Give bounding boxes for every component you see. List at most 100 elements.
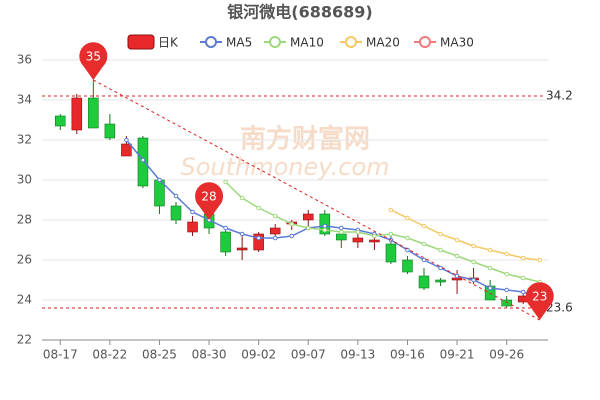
y-tick-label: 36: [17, 53, 32, 67]
pin: [195, 182, 224, 220]
ma-point: [256, 205, 261, 211]
x-tick-label: 09-07: [291, 348, 326, 362]
watermark: 南方财富网: [240, 124, 370, 155]
x-tick-label: 08-22: [92, 348, 127, 362]
pin-label: 35: [86, 50, 101, 64]
ma-point: [537, 257, 543, 263]
pin-label: 23: [532, 290, 547, 304]
legend-label: 日K: [158, 36, 179, 50]
legend-swatch: [345, 36, 357, 48]
candle-body: [55, 115, 66, 127]
ma-point: [223, 225, 228, 231]
candle-body: [170, 205, 182, 221]
x-tick-label: 09-02: [241, 348, 276, 362]
ma-point: [322, 227, 328, 233]
x-tick-label: 09-16: [390, 348, 425, 362]
trend-line: [93, 79, 540, 321]
legend-label: MA20: [366, 36, 400, 50]
candle-body: [253, 233, 264, 251]
candle-body: [435, 279, 446, 283]
ma-point: [421, 223, 427, 229]
ma-point: [504, 287, 509, 293]
x-tick-label: 09-26: [489, 348, 524, 362]
ma-point: [157, 177, 162, 183]
y-tick-label: 22: [17, 333, 32, 347]
ma-point: [421, 257, 427, 263]
ma-point: [355, 229, 361, 235]
ma-point: [223, 179, 228, 185]
candle-body: [71, 97, 83, 131]
x-tick-label: 09-13: [340, 348, 375, 362]
candle-body: [236, 247, 248, 251]
candle-body: [88, 97, 99, 129]
ma-point: [438, 231, 443, 237]
ma-point: [322, 223, 328, 229]
pin: [79, 42, 108, 80]
y-tick-label: 26: [17, 253, 32, 267]
legend-swatch: [419, 36, 431, 48]
ma-point: [305, 225, 311, 231]
x-tick-label: 08-25: [142, 348, 177, 362]
y-tick-label: 28: [17, 213, 32, 227]
ma-point: [272, 213, 278, 219]
candle-body: [104, 123, 116, 139]
candle-body: [352, 237, 364, 243]
ma-point: [140, 157, 146, 163]
ma-point: [471, 243, 476, 249]
ma-point: [339, 225, 344, 231]
ma-point: [405, 247, 410, 253]
ma-point: [388, 207, 394, 213]
candle-body: [121, 143, 132, 157]
ma-point: [487, 265, 493, 271]
ma-point: [504, 271, 509, 277]
legend-swatch: [205, 36, 217, 48]
reference-label: 34.2: [546, 89, 573, 103]
legend-label: MA10: [290, 36, 324, 50]
ma-point: [289, 233, 295, 239]
ma-point: [256, 235, 261, 241]
ma-point: [520, 255, 526, 261]
x-tick-label: 08-17: [43, 348, 78, 362]
ma-point: [124, 137, 129, 143]
ma-point: [487, 285, 493, 291]
ma-point: [272, 235, 278, 241]
ma-point: [388, 231, 394, 237]
ma-line: [390, 209, 540, 261]
ma-point: [454, 237, 460, 243]
ma-point: [173, 193, 179, 199]
ma-point: [405, 235, 410, 241]
candle-body: [418, 275, 430, 289]
ma-point: [438, 265, 443, 271]
ma-point: [239, 195, 245, 201]
ma-point: [520, 275, 526, 281]
chart-title: 银河微电(688689): [227, 3, 372, 22]
ma-point: [372, 233, 377, 239]
ma-point: [454, 253, 460, 259]
watermark: Southmoney.com: [180, 153, 389, 181]
candle-body: [336, 233, 347, 241]
ma-point: [471, 259, 476, 265]
y-tick-label: 34: [17, 93, 32, 107]
x-tick-label: 08-30: [192, 348, 227, 362]
y-tick-label: 24: [17, 293, 32, 307]
ma-point: [438, 247, 443, 253]
candle-body: [187, 221, 198, 233]
ma-point: [405, 215, 410, 221]
legend-swatch: [127, 34, 155, 50]
pin-label: 28: [201, 190, 216, 204]
legend-swatch: [269, 36, 281, 48]
ma-point: [504, 251, 509, 257]
candle-body: [269, 227, 281, 235]
y-tick-label: 30: [17, 173, 32, 187]
ma-point: [190, 209, 195, 215]
ma-point: [289, 221, 295, 227]
candle-body: [385, 243, 397, 263]
candle-body: [220, 231, 231, 253]
candle-body: [369, 239, 380, 243]
reference-label: 23.6: [546, 301, 573, 315]
ma-point: [471, 277, 476, 283]
legend-label: MA5: [226, 36, 252, 50]
y-tick-label: 32: [17, 133, 32, 147]
candle-body: [402, 259, 413, 273]
